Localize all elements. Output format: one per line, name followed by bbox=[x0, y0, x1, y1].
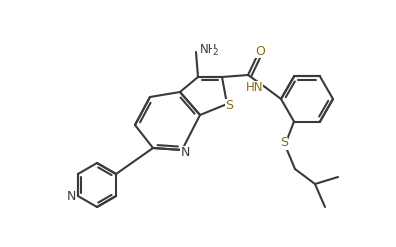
Text: O: O bbox=[255, 44, 265, 58]
Text: S: S bbox=[225, 99, 233, 111]
Text: N: N bbox=[67, 190, 76, 204]
Text: N: N bbox=[180, 145, 190, 159]
Text: 2: 2 bbox=[212, 47, 218, 57]
Text: NH: NH bbox=[200, 42, 217, 56]
Text: S: S bbox=[280, 137, 288, 149]
Text: HN: HN bbox=[246, 81, 263, 94]
